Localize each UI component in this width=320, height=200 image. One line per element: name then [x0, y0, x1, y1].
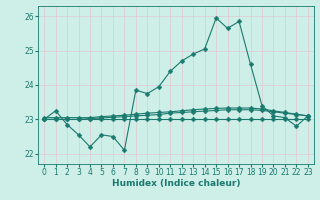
X-axis label: Humidex (Indice chaleur): Humidex (Indice chaleur) [112, 179, 240, 188]
